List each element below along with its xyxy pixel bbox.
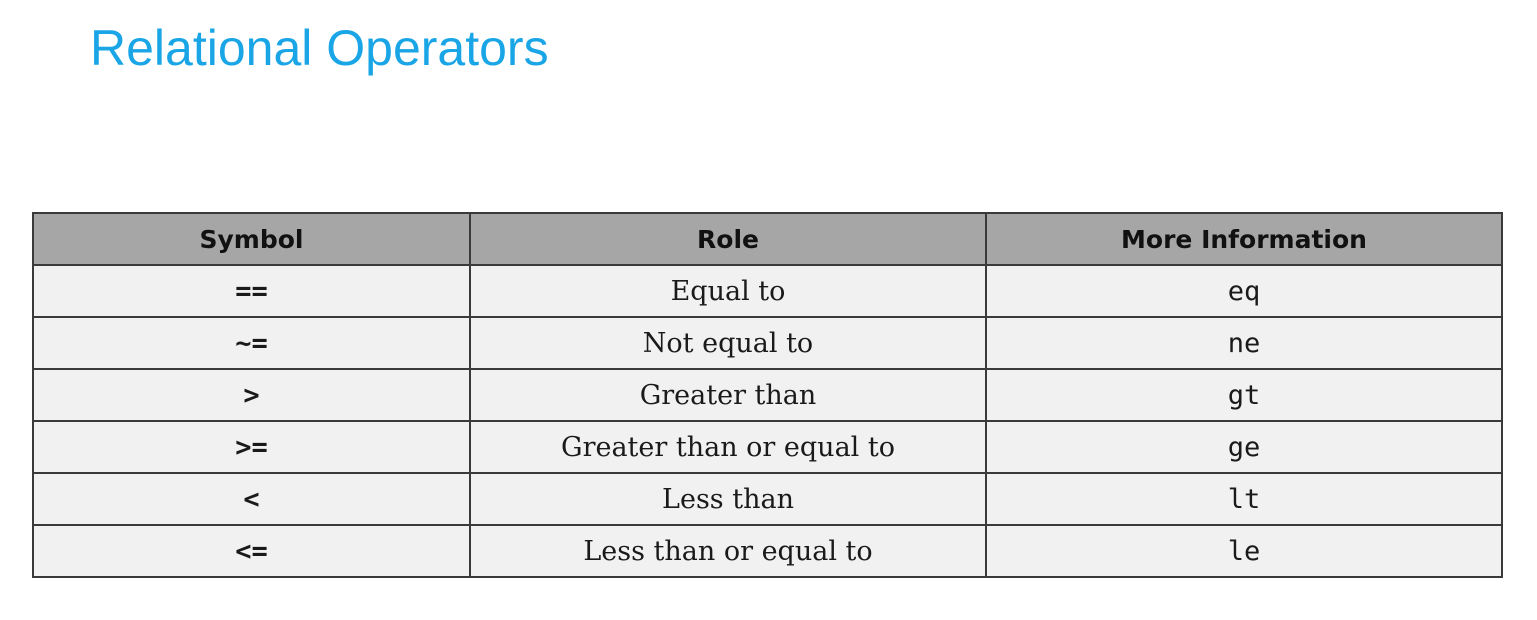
table-row: ~= Not equal to ne (32, 316, 1503, 370)
role-cell: Less than (469, 472, 987, 526)
symbol-cell: < (32, 472, 471, 526)
header-more-information: More Information (985, 212, 1503, 266)
header-role: Role (469, 212, 987, 266)
relational-operators-table: Symbol Role More Information == Equal to… (32, 212, 1503, 578)
role-cell: Not equal to (469, 316, 987, 370)
table-row: <= Less than or equal to le (32, 524, 1503, 578)
header-symbol: Symbol (32, 212, 471, 266)
role-cell: Equal to (469, 264, 987, 318)
role-cell: Greater than (469, 368, 987, 422)
more-information-cell: lt (985, 472, 1503, 526)
more-information-cell: ge (985, 420, 1503, 474)
symbol-cell: == (32, 264, 471, 318)
role-cell: Less than or equal to (469, 524, 987, 578)
table-row: >= Greater than or equal to ge (32, 420, 1503, 474)
table-row: < Less than lt (32, 472, 1503, 526)
more-information-cell: gt (985, 368, 1503, 422)
table-row: > Greater than gt (32, 368, 1503, 422)
symbol-cell: ~= (32, 316, 471, 370)
symbol-cell: >= (32, 420, 471, 474)
more-information-cell: le (985, 524, 1503, 578)
table-row: == Equal to eq (32, 264, 1503, 318)
more-information-cell: eq (985, 264, 1503, 318)
table-header-row: Symbol Role More Information (32, 212, 1503, 266)
symbol-cell: > (32, 368, 471, 422)
slide-title: Relational Operators (90, 20, 549, 76)
role-cell: Greater than or equal to (469, 420, 987, 474)
more-information-cell: ne (985, 316, 1503, 370)
symbol-cell: <= (32, 524, 471, 578)
